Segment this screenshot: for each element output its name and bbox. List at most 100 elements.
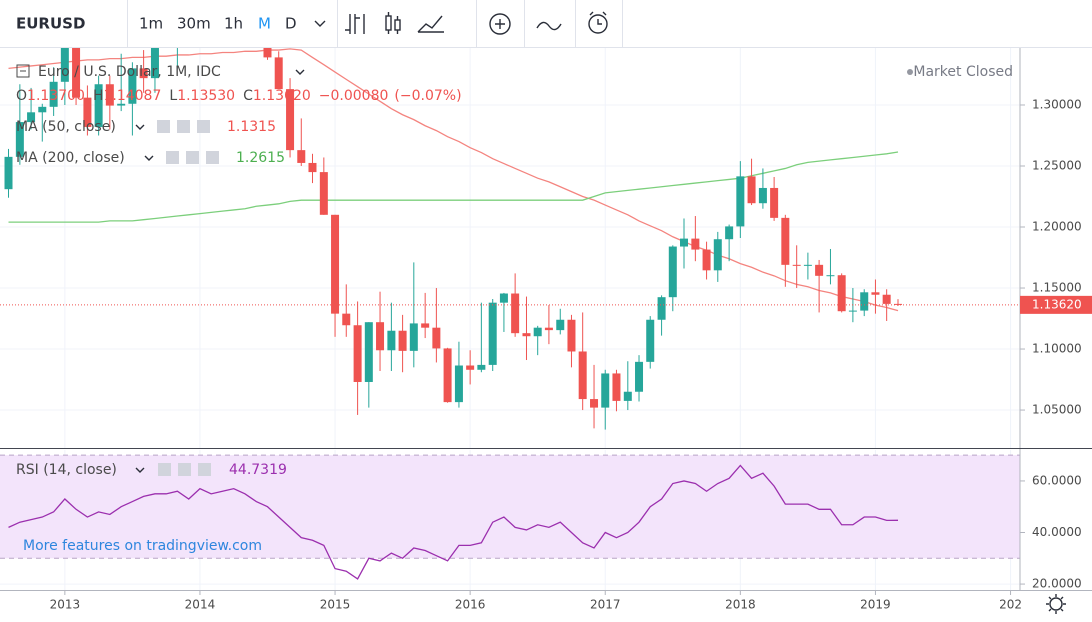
settings-button[interactable] [1046,594,1066,614]
candle-body [567,319,576,352]
candle-body [421,323,430,328]
eye-icon[interactable] [157,120,170,133]
compare-icon[interactable] [489,13,511,35]
ohlc-value: 1.13620 [253,88,311,104]
candle-body [499,293,508,303]
candle-body [308,162,317,173]
settings-icon[interactable] [177,120,190,133]
indicator-name: MA (200, close) [16,150,125,166]
candle-body [713,239,722,271]
candle-body [623,391,632,401]
indicator-menu[interactable] [135,124,145,130]
candle-body [803,264,812,266]
interval[interactable]: D [285,15,297,33]
candle-body [612,373,621,401]
settings-icon[interactable] [186,151,199,164]
candle-body [736,176,745,227]
indicator-value: 1.2615 [236,150,285,166]
candle-body [128,68,137,104]
symbol[interactable]: EURUSD [16,15,85,33]
indicator-menu[interactable] [135,467,145,473]
x-tick-label: 2013 [50,598,81,612]
axis-layer: 2013 2014 2015 2016 2017 2018 2019 202 1.30000 1.… [50,97,1092,612]
candle-body [60,48,69,82]
x-tick-label: 2014 [185,598,216,612]
eye-icon[interactable] [158,463,171,476]
ohlc-letter: C [243,88,253,104]
collapse-icon[interactable] [16,64,30,78]
candle-body [578,351,587,400]
candle-body [353,325,362,382]
market-status: Market Closed [913,64,1013,80]
candle-body [770,187,779,218]
interval[interactable]: 1h [224,15,243,33]
ohlc-value: 1.13700 [27,88,85,104]
candle-body [657,297,666,320]
candle-body [882,294,891,304]
candle-body [342,313,351,326]
candle-body [15,122,24,157]
y-tick-label: 60.0000 [1032,473,1082,487]
candle-body [454,365,463,403]
candle-body [274,57,283,90]
candle-body [477,364,486,370]
ohlc-letter: H [93,88,104,104]
candle-body [871,292,880,295]
y-tick-label: 1.05000 [1032,403,1082,417]
candle-body [781,217,790,265]
ohlc-value: 1.14087 [103,88,161,104]
interval-active[interactable]: M [258,15,271,33]
candle-body [376,322,385,351]
settings-icon[interactable] [178,463,191,476]
candle-body [83,97,92,127]
candle-body [668,246,677,298]
remove-icon[interactable] [198,463,211,476]
candle-body [409,323,418,351]
eye-icon[interactable] [166,151,179,164]
candle-body [680,238,689,247]
indicator-menu[interactable] [144,155,154,161]
title-menu[interactable] [295,69,305,75]
candle-body [635,361,644,392]
candle-body [38,106,47,113]
interval-menu[interactable] [314,20,326,27]
watermark-link[interactable]: More features on tradingview.com [23,538,262,554]
candle-body [837,275,846,312]
moving-average-line [8,151,899,223]
y-tick-label: 40.0000 [1032,525,1082,539]
ohlc-value: 1.13530 [177,88,235,104]
candle-body [364,322,373,382]
candle-body [815,264,824,276]
interval[interactable]: 30m [177,15,211,33]
candle-body [792,264,801,266]
remove-icon[interactable] [197,120,210,133]
bar-style-icon[interactable] [345,14,365,34]
candle-style-icon[interactable] [385,12,401,34]
area-style-icon[interactable] [417,15,444,33]
candle-body [117,103,126,106]
candle-body [511,293,520,334]
last-price-label: 1.13620 [1032,297,1082,311]
candle-body [94,84,103,127]
rsi-line [8,464,899,580]
candle-body [725,226,734,240]
alert-icon[interactable] [588,11,608,34]
candle-body [860,292,869,311]
x-tick-label: 2017 [590,598,621,612]
rsi-name: RSI (14, close) [16,462,117,478]
remove-icon[interactable] [206,151,219,164]
indicators-icon[interactable] [536,21,562,31]
legend: Euro / U.S. Dollar, 1M, IDC O1.13700 H1.1… [16,64,1013,554]
candle-body [848,310,857,312]
candle-body [443,348,452,403]
interval[interactable]: 1m [139,15,163,33]
change: −0.00080 [319,88,389,104]
symbol-title: Euro / U.S. Dollar, 1M, IDC [38,64,221,80]
rsi-value: 44.7319 [229,462,287,478]
last-price-tag [1020,295,1092,314]
candle-body [522,333,531,337]
y-tick-label: 1.30000 [1032,97,1082,111]
candle-body [601,373,610,408]
candle-body [49,81,58,107]
